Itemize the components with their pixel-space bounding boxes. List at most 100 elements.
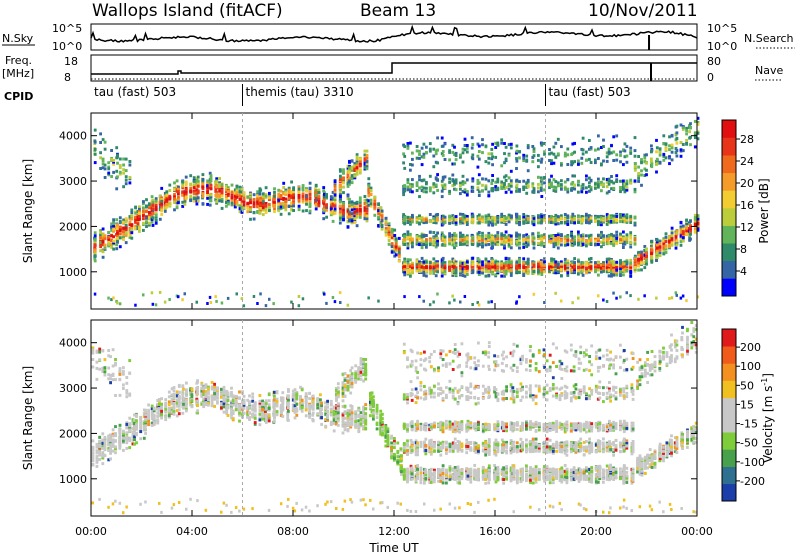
echo-cell <box>465 217 469 221</box>
echo-cell <box>448 189 451 193</box>
echo-cell <box>333 209 337 213</box>
echo-cell <box>566 163 570 166</box>
echo-cell <box>607 177 611 181</box>
echo-cell <box>566 264 570 267</box>
echo-cell <box>308 189 312 193</box>
echo-cell <box>563 257 567 261</box>
echo-cell <box>481 151 484 155</box>
echo-cell <box>581 265 585 269</box>
echo-cell <box>282 181 286 185</box>
echo-cell <box>329 200 333 204</box>
echo-cell <box>273 194 276 198</box>
echo-cell <box>124 175 128 179</box>
echo-cell <box>465 215 469 218</box>
echo-cell <box>507 233 511 237</box>
echo-cell <box>436 148 439 152</box>
echo-cell <box>525 233 529 237</box>
echo-cell <box>192 197 196 201</box>
echo-cell <box>425 182 428 186</box>
echo-cell <box>463 144 467 147</box>
echo-cell <box>99 229 102 233</box>
echo-cell <box>136 215 140 219</box>
echo-cell <box>339 169 342 173</box>
echo-cell <box>550 239 553 243</box>
echo-cell <box>443 158 447 161</box>
echo-cell <box>350 174 354 178</box>
echo-cell <box>459 269 462 273</box>
echo-cell <box>282 202 286 206</box>
echo-cell <box>432 242 436 246</box>
echo-cell <box>338 291 342 295</box>
echo-cell <box>116 301 119 305</box>
echo-cell <box>355 155 359 159</box>
echo-cell <box>504 185 508 189</box>
echo-cell <box>436 267 439 271</box>
echo-cell <box>563 266 567 270</box>
echo-cell <box>484 261 488 265</box>
echo-cell <box>268 203 271 206</box>
echo-cell <box>268 194 271 198</box>
echo-cell <box>130 208 134 212</box>
echo-cell <box>600 236 603 239</box>
echo-cell <box>522 269 526 273</box>
echo-cell <box>284 199 288 203</box>
echo-cell <box>526 239 530 243</box>
echo-cell <box>459 221 462 225</box>
echo-cell <box>494 260 498 264</box>
echo-cell <box>610 237 613 241</box>
echo-cell <box>588 147 591 151</box>
echo-cell <box>264 202 268 205</box>
echo-cell <box>588 263 591 267</box>
echo-cell <box>124 223 128 227</box>
echo-cell <box>560 268 563 272</box>
echo-cell <box>610 270 613 274</box>
echo-cell <box>425 245 428 249</box>
echo-cell <box>218 199 221 203</box>
echo-cell <box>453 246 456 250</box>
echo-cell <box>116 231 119 235</box>
echo-cell <box>160 199 164 203</box>
echo-cell <box>602 263 605 267</box>
echo-cell <box>393 237 397 241</box>
echo-cell <box>581 239 585 243</box>
echo-cell <box>428 241 432 245</box>
echo-cell <box>192 186 196 190</box>
echo-cell <box>581 215 585 219</box>
echo-cell <box>550 174 553 178</box>
echo-cell <box>612 220 616 224</box>
echo-cell <box>509 260 513 264</box>
echo-cell <box>220 183 224 187</box>
echo-cell <box>471 264 475 268</box>
echo-cell <box>463 270 467 274</box>
echo-cell <box>577 269 580 273</box>
echo-cell <box>373 213 377 217</box>
echo-cell <box>600 245 603 249</box>
echo-cell <box>115 242 119 246</box>
echo-cell <box>107 171 111 175</box>
echo-cell <box>290 196 293 200</box>
echo-cell <box>605 268 609 272</box>
echo-cell <box>522 215 526 219</box>
echo-cell <box>471 186 475 190</box>
echo-cell <box>622 182 625 186</box>
echo-cell <box>560 299 563 303</box>
echo-cell <box>588 257 591 261</box>
echo-cell <box>518 268 521 272</box>
echo-cell <box>484 215 488 219</box>
echo-cell <box>365 154 369 157</box>
echo-cell <box>240 193 244 196</box>
echo-cell <box>348 166 351 170</box>
echo-cell <box>196 179 200 183</box>
echo-cell <box>233 188 237 192</box>
echo-cell <box>101 233 105 237</box>
echo-cell <box>363 158 367 161</box>
echo-cell <box>573 268 576 272</box>
echo-cell <box>434 240 438 244</box>
echo-cell <box>619 213 622 216</box>
echo-cell <box>443 240 447 244</box>
echo-cell <box>358 209 362 213</box>
echo-cell <box>365 167 369 171</box>
echo-cell <box>277 205 281 209</box>
echo-cell <box>282 198 286 202</box>
echo-cell <box>277 202 281 206</box>
